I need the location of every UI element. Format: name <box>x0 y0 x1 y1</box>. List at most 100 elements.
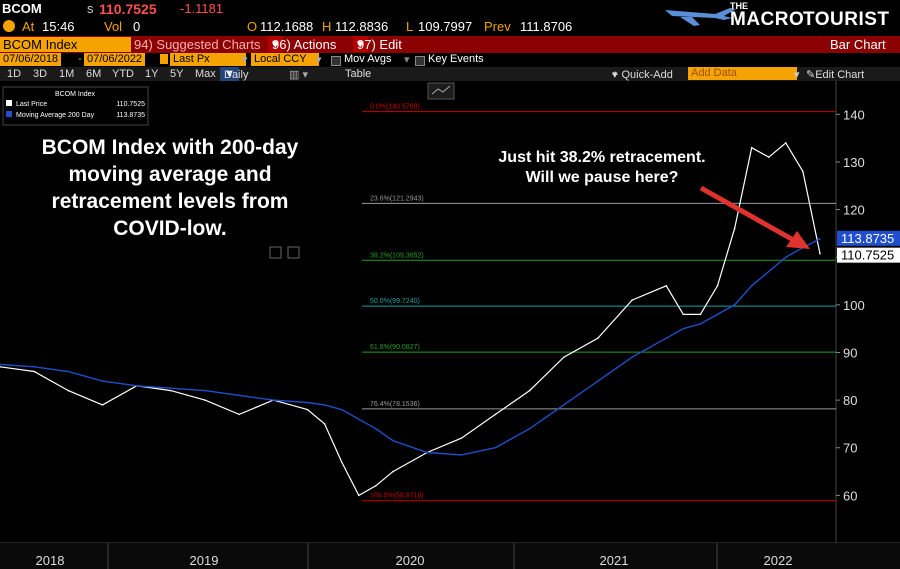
add-data-input[interactable]: Add Data <box>688 67 797 80</box>
series-1-point-2 <box>67 370 70 373</box>
series-0-point-21 <box>631 299 633 301</box>
series-0-point-20 <box>597 337 599 339</box>
series-1-point-8 <box>272 399 275 401</box>
table-button[interactable]: Table <box>345 68 372 80</box>
fib-label-2: 38.2%(109.3652) <box>370 252 424 259</box>
fib-label-6: 100.0%(58.8718) <box>370 493 424 500</box>
period-6m[interactable]: 6M <box>86 68 102 80</box>
mov-avgs-checkbox[interactable] <box>331 56 341 66</box>
quote-time: 15:46 <box>42 19 75 34</box>
y-tick-label-0: 60 <box>843 488 857 503</box>
legend-title: BCOM Index <box>55 91 96 98</box>
series-0-point-16 <box>460 437 463 440</box>
series-0-point-10 <box>323 423 326 425</box>
svg-text:BCOM Index with 200-day: BCOM Index with 200-day <box>42 136 299 159</box>
legend-price-label: Last Price <box>16 101 47 108</box>
field-dropdown-icon[interactable]: ▾ <box>242 54 248 66</box>
period-max[interactable]: Max <box>195 68 216 80</box>
value-tags: 113.8735 110.7525 <box>837 230 900 263</box>
start-date-input[interactable]: 07/06/2018 <box>0 53 62 66</box>
bar-chart-label[interactable]: Bar Chart <box>830 37 886 52</box>
fib-label-3: 50.0%(99.7240) <box>370 298 420 305</box>
x-tick-label-0: 2018 <box>36 553 65 568</box>
fib-label-4: 61.8%(90.0827) <box>370 344 420 351</box>
series-1-point-25 <box>716 313 719 316</box>
series-0-point-13 <box>375 485 377 487</box>
svg-text:Will we pause here?: Will we pause here? <box>526 169 679 186</box>
series-0-point-6 <box>204 399 206 401</box>
logo-top: THE <box>730 1 748 11</box>
series-0-point-25 <box>716 285 719 287</box>
period-ytd[interactable]: YTD <box>112 68 134 80</box>
low-label: L <box>406 19 414 34</box>
currency-select[interactable]: Local CCY <box>251 53 319 66</box>
range-bar: 07/06/2018 - 07/06/2022 Last Px ▾ Local … <box>0 53 900 67</box>
x-axis: 2018 2019 2020 2021 2022 <box>36 543 792 569</box>
series-1-point-6 <box>204 389 206 392</box>
series-1-point-21 <box>631 356 633 359</box>
series-0-point-22 <box>665 285 668 287</box>
field-select[interactable]: Last Px <box>170 53 246 66</box>
currency-dropdown-icon[interactable]: ▾ <box>316 54 322 66</box>
period-5y[interactable]: 5Y <box>170 68 184 80</box>
period-1y[interactable]: 1Y <box>145 68 159 80</box>
chart-type-icon[interactable]: ▥ ▾ <box>289 69 308 81</box>
period-1m[interactable]: 1M <box>59 68 75 80</box>
suggested-charts-button[interactable]: 94) Suggested Charts <box>134 37 261 52</box>
edit-button[interactable]: 97) Edit ▾ <box>353 36 402 52</box>
legend-ma-swatch <box>6 111 12 117</box>
series-0-point-7 <box>238 413 240 416</box>
series-1-point-0 <box>0 363 1 366</box>
edit-chart-button[interactable]: ✎ Edit Chart <box>806 69 865 81</box>
svg-text:retracement levels from: retracement levels from <box>52 190 289 213</box>
vol-label: Vol <box>104 19 123 34</box>
period-3d[interactable]: 3D <box>33 68 48 80</box>
chart-mode-icon[interactable] <box>427 82 455 100</box>
price-value-tag <box>837 247 900 263</box>
series-0-point-28 <box>767 156 770 159</box>
series-0-point-0 <box>0 365 1 368</box>
low-value: 109.7997 <box>418 19 473 34</box>
series-1-point-27 <box>750 285 753 287</box>
series-1-point-11 <box>340 408 343 411</box>
series-0-point-26 <box>733 227 736 230</box>
dropdown-icon[interactable]: ▾ <box>794 69 800 81</box>
end-date-input[interactable]: 07/06/2022 <box>84 53 146 66</box>
series-0-point-31 <box>819 252 821 255</box>
actions-button[interactable]: 96) Actions ▾ <box>268 36 336 52</box>
series-1-point-19 <box>562 404 565 406</box>
svg-text:COVID-low.: COVID-low. <box>113 217 227 240</box>
crosshair-tools[interactable] <box>269 246 300 259</box>
x-tick-label-1: 2019 <box>190 553 219 568</box>
x-axis-band <box>0 543 900 569</box>
open-label: O <box>247 19 258 34</box>
annotation-arrow <box>699 185 810 249</box>
at-label: At <box>22 19 35 34</box>
toolbar: BCOM Index 94) Suggested Charts 96) Acti… <box>0 36 900 53</box>
period-1d[interactable]: 1D <box>7 68 22 80</box>
calendar-icon[interactable] <box>160 54 168 64</box>
frequency-select[interactable]: Daily ▼ <box>220 67 248 81</box>
x-tick-label-3: 2021 <box>600 553 629 568</box>
series-0-point-29 <box>785 142 787 144</box>
period-bar: 1D 3D 1M 6M YTD 1Y 5Y Max Daily ▼ ▥ ▾ Ta… <box>0 67 900 81</box>
y-axis: 60708090100110120130140 <box>836 107 865 503</box>
quick-add-button[interactable]: + Quick-Add ▾ <box>612 69 673 81</box>
series-0-point-3 <box>101 404 104 406</box>
ticker[interactable]: BCOM <box>2 1 42 16</box>
fib-levels: 0.0%(140.5769) 23.6%(121.2943) 38.2%(109.3… <box>362 104 836 502</box>
index-name-field[interactable]: BCOM Index <box>0 37 131 52</box>
series-1-point-16 <box>460 454 463 456</box>
grid-layer <box>0 81 900 569</box>
series-1-point-3 <box>101 380 104 382</box>
macro-tourist-logo: THE MACRO TOURIST <box>620 0 900 36</box>
legend: BCOM Index Last Price 110.7525 Moving Av… <box>2 86 149 126</box>
series-1-point-18 <box>528 427 531 430</box>
series-0-point-18 <box>528 389 531 392</box>
x-tick-label-2: 2020 <box>396 553 425 568</box>
key-events-checkbox[interactable] <box>415 56 425 66</box>
chart-area: 0.0%(140.5769) 23.6%(121.2943) 38.2%(109.3… <box>0 81 900 569</box>
fib-label-1: 23.6%(121.2943) <box>370 195 424 202</box>
series-1-point-13 <box>375 427 377 430</box>
series-1-point-1 <box>33 365 35 368</box>
